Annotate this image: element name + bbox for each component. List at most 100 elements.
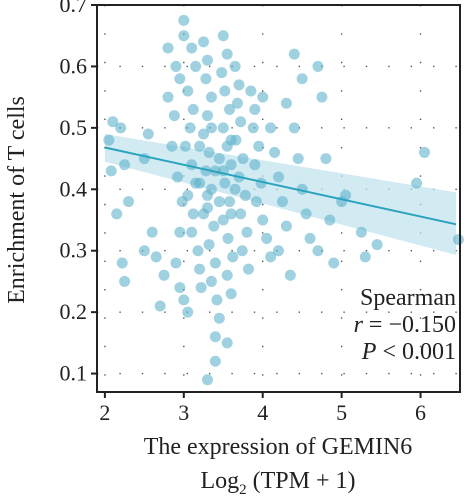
data-point <box>213 153 225 165</box>
data-point <box>205 122 217 134</box>
data-point <box>162 42 174 54</box>
data-point <box>179 140 191 152</box>
data-point <box>201 54 213 66</box>
data-point <box>119 159 131 171</box>
data-point <box>184 122 196 134</box>
data-point <box>316 91 328 103</box>
data-point <box>194 140 206 152</box>
data-point <box>224 103 236 115</box>
data-point <box>182 85 194 97</box>
x-axis-label-subscript: 2 <box>239 482 247 498</box>
data-point <box>115 122 127 134</box>
data-point <box>231 97 243 109</box>
x-tick-label: 2 <box>99 400 110 425</box>
x-axis-label-line2: Log2 (TPM + 1) <box>200 468 355 498</box>
data-point <box>237 153 249 165</box>
data-point <box>288 48 300 60</box>
data-point <box>235 116 247 128</box>
data-point <box>340 189 352 201</box>
data-point <box>411 177 423 189</box>
data-point <box>217 30 229 42</box>
data-point <box>261 232 273 244</box>
data-point <box>111 208 123 220</box>
data-point <box>257 214 269 226</box>
data-point <box>116 257 128 269</box>
regression-line <box>104 146 457 226</box>
data-point <box>292 153 304 165</box>
data-point <box>150 251 162 263</box>
data-point <box>269 146 281 158</box>
data-point <box>284 269 296 281</box>
y-tick-label: 0.1 <box>60 361 88 386</box>
data-point <box>211 294 223 306</box>
data-point <box>201 110 213 122</box>
data-point <box>174 282 186 294</box>
data-point <box>265 251 277 263</box>
data-point <box>265 122 277 134</box>
data-point <box>195 282 207 294</box>
data-point <box>250 196 262 208</box>
data-point <box>219 85 231 97</box>
data-point <box>213 196 225 208</box>
x-tick-label: 5 <box>336 400 347 425</box>
stats-p-value: < 0.001 <box>376 339 456 365</box>
data-point <box>219 177 231 189</box>
data-point <box>221 269 233 281</box>
data-point <box>158 269 170 281</box>
y-tick-label: 0.5 <box>60 115 88 140</box>
data-point <box>170 257 182 269</box>
data-point <box>103 134 115 146</box>
data-point <box>249 159 261 171</box>
data-point <box>200 73 212 85</box>
data-point <box>320 153 332 165</box>
data-point <box>312 60 324 72</box>
data-point <box>418 146 430 158</box>
data-point <box>174 73 186 85</box>
data-point <box>239 189 251 201</box>
y-axis-label: Enrichment of T cells <box>4 96 30 304</box>
data-point <box>123 196 135 208</box>
data-point <box>171 171 183 183</box>
data-point <box>273 245 284 257</box>
stats-r-symbol: r <box>354 312 364 338</box>
data-point <box>304 232 316 244</box>
data-point <box>225 134 237 146</box>
data-point <box>168 110 180 122</box>
data-point <box>280 220 292 232</box>
data-point <box>190 60 202 72</box>
data-point <box>178 294 190 306</box>
data-point <box>216 67 228 79</box>
data-point <box>229 60 241 72</box>
data-point <box>324 214 336 226</box>
x-tick-label: 6 <box>415 400 426 425</box>
stats-p-symbol: P <box>361 339 377 365</box>
data-point <box>253 140 265 152</box>
data-point <box>205 275 217 287</box>
data-point <box>194 177 206 189</box>
data-point <box>198 208 210 220</box>
confidence-band <box>104 134 457 256</box>
data-point <box>138 245 150 257</box>
data-point <box>225 208 237 220</box>
data-point <box>205 91 217 103</box>
x-tick-label: 4 <box>257 400 268 425</box>
data-point <box>186 42 198 54</box>
stats-r-value: = −0.150 <box>363 312 456 338</box>
data-point <box>162 91 174 103</box>
data-point <box>247 122 259 134</box>
data-point <box>154 300 166 312</box>
data-point <box>221 337 233 349</box>
x-axis-label-log: Log <box>200 468 239 494</box>
data-point <box>217 214 229 226</box>
data-point <box>187 103 199 115</box>
data-point <box>198 36 210 48</box>
data-point <box>224 196 236 208</box>
data-point <box>146 226 158 238</box>
scatter-points <box>103 14 464 386</box>
data-point <box>233 79 245 91</box>
y-tick-label: 0.4 <box>60 176 88 201</box>
data-point <box>280 97 292 109</box>
data-point <box>225 159 237 171</box>
data-point <box>107 116 119 128</box>
